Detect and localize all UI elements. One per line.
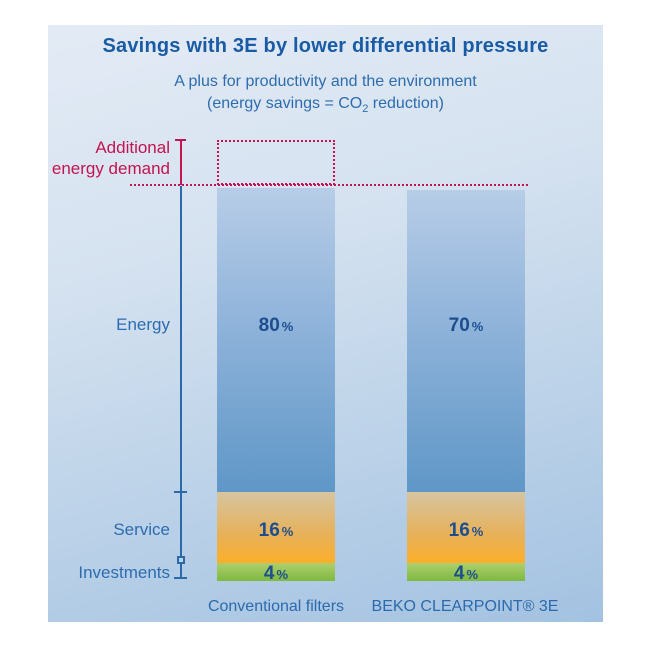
bar-beko-clearpoint [407,190,525,581]
bar-beko-service-segment [407,492,525,563]
value-beko-service: 16% [448,520,484,541]
value-beko-investments: 4% [453,563,479,584]
vertical-axis-line [180,186,182,578]
row-label-service: Service [113,520,170,539]
bar-conventional-filters [217,188,335,581]
value-conventional-energy: 80% [258,315,294,336]
baseline-dotted-line [130,184,528,186]
chart-title: Savings with 3E by lower differential pr… [102,35,549,57]
subtitle-line1: A plus for productivity and the environm… [174,73,477,90]
additional-energy-demand-label: Additional energy demand [51,138,170,178]
category-label-beko-clearpoint: BEKO CLEARPOINT® 3E [371,598,559,615]
red-measure-line [180,140,182,185]
bar-beko-investments-segment [407,563,525,581]
value-conventional-investments: 4% [263,563,289,584]
row-label-energy: Energy [116,315,170,334]
bar-beko-energy-segment [407,190,525,492]
axis-bottom-cap [174,577,187,579]
axis-tick-service-investments [177,556,185,564]
value-beko-energy: 70% [448,315,484,336]
subtitle-line2: (energy savings = CO2 reduction) [207,95,444,116]
bar-conventional-service-segment [217,492,335,563]
co2-subscript: 2 [362,103,369,116]
category-label-conventional-filters: Conventional filters [207,598,345,615]
chart-panel: Savings with 3E by lower differential pr… [48,25,603,622]
axis-tick-energy-service [174,491,187,493]
value-conventional-service: 16% [258,520,294,541]
bar-conventional-investments-segment [217,563,335,581]
bar-conventional-energy-segment [217,188,335,492]
additional-energy-demand-box [217,140,335,185]
chart-subtitle: A plus for productivity and the environm… [48,71,603,120]
row-label-investments: Investments [78,563,170,582]
